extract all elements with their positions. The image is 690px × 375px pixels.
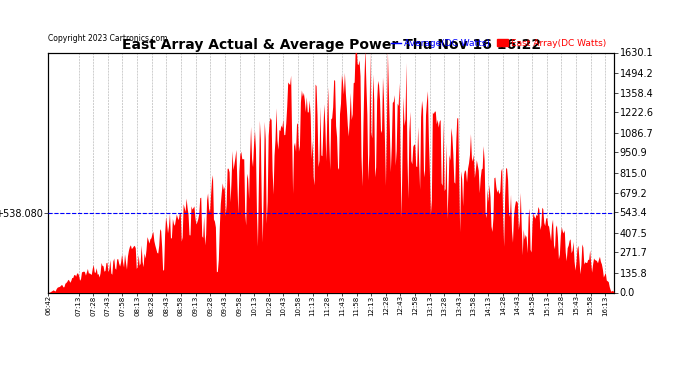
Title: East Array Actual & Average Power Thu Nov 16 16:22: East Array Actual & Average Power Thu No…	[121, 39, 541, 53]
Legend: Average(DC Watts), East Array(DC Watts): Average(DC Watts), East Array(DC Watts)	[387, 35, 609, 52]
Text: Copyright 2023 Cartronics.com: Copyright 2023 Cartronics.com	[48, 34, 168, 43]
